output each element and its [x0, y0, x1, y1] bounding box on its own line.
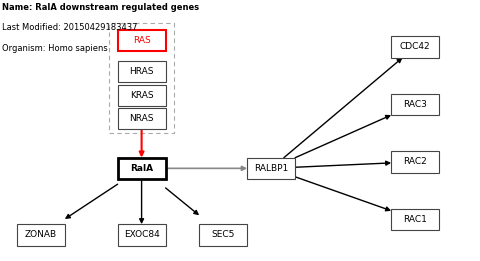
- FancyBboxPatch shape: [17, 224, 65, 246]
- Text: NRAS: NRAS: [129, 114, 154, 123]
- FancyBboxPatch shape: [118, 85, 166, 106]
- FancyBboxPatch shape: [118, 224, 166, 246]
- FancyBboxPatch shape: [391, 94, 439, 115]
- FancyBboxPatch shape: [118, 61, 166, 82]
- Text: CDC42: CDC42: [400, 43, 431, 51]
- FancyBboxPatch shape: [118, 30, 166, 51]
- FancyBboxPatch shape: [391, 151, 439, 173]
- Text: HRAS: HRAS: [129, 67, 154, 76]
- Text: RalA: RalA: [130, 164, 153, 173]
- Text: Last Modified: 20150429183437: Last Modified: 20150429183437: [2, 23, 138, 32]
- Text: EXOC84: EXOC84: [124, 230, 159, 239]
- FancyBboxPatch shape: [118, 108, 166, 129]
- Text: Organism: Homo sapiens: Organism: Homo sapiens: [2, 44, 108, 53]
- FancyBboxPatch shape: [199, 224, 247, 246]
- Text: RAC1: RAC1: [403, 215, 427, 224]
- Text: Name: RalA downstream regulated genes: Name: RalA downstream regulated genes: [2, 3, 200, 11]
- FancyBboxPatch shape: [118, 158, 166, 179]
- Text: RAC3: RAC3: [403, 100, 427, 109]
- Text: RAS: RAS: [133, 36, 150, 45]
- Text: SEC5: SEC5: [212, 230, 235, 239]
- FancyBboxPatch shape: [391, 36, 439, 58]
- Text: ZONAB: ZONAB: [25, 230, 57, 239]
- Text: RAC2: RAC2: [403, 157, 427, 166]
- FancyBboxPatch shape: [247, 158, 295, 179]
- FancyBboxPatch shape: [391, 209, 439, 230]
- Text: RALBP1: RALBP1: [254, 164, 288, 173]
- Text: KRAS: KRAS: [130, 91, 154, 100]
